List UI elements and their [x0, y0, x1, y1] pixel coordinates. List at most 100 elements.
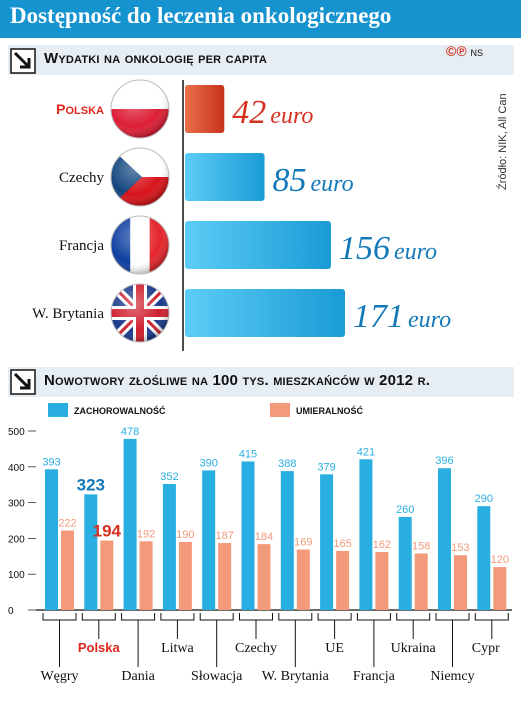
category-bracket	[396, 613, 431, 621]
mortality-bar	[414, 553, 428, 610]
incidence-value-label: 379	[317, 461, 335, 473]
corner-arrow-icon	[10, 369, 36, 395]
mortality-bar	[100, 540, 114, 610]
mortality-value-label: 162	[373, 539, 391, 551]
x-category-label: Litwa	[161, 641, 194, 656]
mortality-value-label: 165	[333, 538, 351, 550]
x-category-label: Francja	[353, 669, 396, 684]
mortality-value-label: 153	[451, 542, 469, 554]
mortality-value-label: 184	[255, 531, 273, 543]
mortality-bar	[61, 530, 74, 610]
incidence-value-label: 260	[396, 504, 414, 516]
mortality-value-label: 190	[176, 529, 194, 541]
incidence-bar	[320, 474, 334, 610]
spending-bar	[185, 221, 331, 269]
legend-swatch-mortality	[270, 403, 290, 417]
incidence-bar	[438, 468, 451, 610]
mortality-bar	[218, 543, 232, 610]
copyright-symbols: ©℗	[446, 43, 467, 59]
section2-title: Nowotwory złośliwe na 100 tys. mieszkańc…	[44, 372, 431, 389]
spending-bar	[185, 289, 345, 337]
corner-arrow-icon	[10, 48, 36, 74]
mortality-bar	[296, 549, 310, 610]
legend-label-incidence: zachorowalność	[74, 402, 166, 417]
legend-label-mortality: umieralność	[296, 402, 363, 417]
copyright-badge: ©℗ NS	[446, 43, 483, 59]
mortality-value-label: 169	[294, 536, 312, 548]
x-category-label: Słowacja	[191, 669, 243, 684]
mortality-value-label: 194	[93, 522, 122, 541]
mortality-bar	[375, 552, 389, 610]
y-tick-label: 0	[8, 606, 14, 617]
incidence-bar	[202, 470, 216, 610]
incidence-value-label: 415	[239, 448, 257, 460]
category-bracket	[239, 613, 273, 621]
x-category-label: Cypr	[472, 641, 500, 656]
x-category-label: Polska	[78, 640, 121, 655]
flag-france-icon	[111, 216, 169, 274]
mortality-bar	[257, 544, 271, 610]
incidence-value-label: 393	[42, 456, 60, 468]
page-title: Dostępność do leczenia onkologicznego	[10, 3, 392, 28]
incidence-value-label: 352	[160, 471, 178, 483]
incidence-value-label: 390	[200, 457, 218, 469]
incidence-bar	[45, 469, 58, 610]
section2-header	[8, 367, 514, 397]
category-bracket	[42, 613, 77, 621]
category-bracket	[317, 613, 352, 621]
mortality-value-label: 187	[216, 530, 234, 542]
title-bar	[0, 0, 521, 38]
spending-bar	[185, 153, 265, 201]
category-bracket	[278, 613, 313, 621]
author-initials: NS	[470, 48, 484, 58]
incidence-value-label: 323	[77, 475, 105, 494]
spending-value-label: 171 euro	[353, 298, 451, 335]
spending-bar	[185, 85, 225, 133]
mortality-value-label: 120	[491, 554, 509, 566]
category-bracket	[160, 613, 195, 621]
mortality-bar	[139, 541, 153, 610]
category-bracket	[356, 613, 391, 621]
category-bracket	[121, 613, 156, 621]
section1-header	[8, 45, 514, 75]
flag-uk-icon	[111, 284, 169, 342]
incidence-bar	[84, 494, 98, 610]
incidence-bar	[398, 516, 412, 610]
y-tick-label: 500	[8, 427, 25, 438]
incidence-value-label: 290	[475, 493, 493, 505]
spending-value-label: 42 euro	[232, 94, 313, 131]
incidence-bar	[280, 471, 294, 610]
cancer-chart: 0 100 200 300 400 500 393 222 Węgry 323 194 Polska 4…	[8, 426, 512, 684]
mortality-value-label: 222	[58, 518, 76, 530]
category-bracket	[435, 613, 470, 621]
x-category-label: W. Brytania	[262, 669, 330, 684]
spending-value-label: 156 euro	[339, 230, 437, 267]
category-bracket	[81, 613, 116, 621]
x-category-label: Niemcy	[430, 669, 474, 684]
country-label: W. Brytania	[32, 306, 104, 322]
incidence-bar	[162, 483, 176, 610]
country-label: Francja	[59, 238, 104, 254]
x-category-label: Ukraina	[391, 641, 437, 656]
incidence-bar	[359, 459, 373, 610]
country-label: Czechy	[59, 170, 104, 186]
mortality-value-label: 158	[412, 540, 430, 552]
x-category-label: Czechy	[235, 641, 277, 656]
x-category-label: Węgry	[40, 669, 78, 684]
incidence-value-label: 478	[121, 426, 139, 438]
y-tick-label: 100	[8, 570, 25, 581]
mortality-bar	[454, 555, 467, 610]
section1-title: Wydatki na onkologię per capita	[44, 50, 268, 67]
category-bracket	[199, 613, 234, 621]
country-label: POLSKA	[56, 101, 104, 117]
spending-value-label: 85 euro	[273, 162, 354, 199]
spending-chart: POLSKA 42 euro Czechy 85 euro Francja 156 euro W.…	[32, 79, 451, 351]
mortality-bar	[336, 550, 350, 610]
x-category-label: Dania	[121, 669, 155, 684]
incidence-bar	[477, 506, 491, 610]
incidence-bar	[123, 438, 137, 610]
x-category-label: UE	[325, 641, 344, 656]
mortality-bar	[493, 567, 507, 610]
y-tick-label: 400	[8, 463, 25, 474]
incidence-value-label: 388	[278, 458, 296, 470]
